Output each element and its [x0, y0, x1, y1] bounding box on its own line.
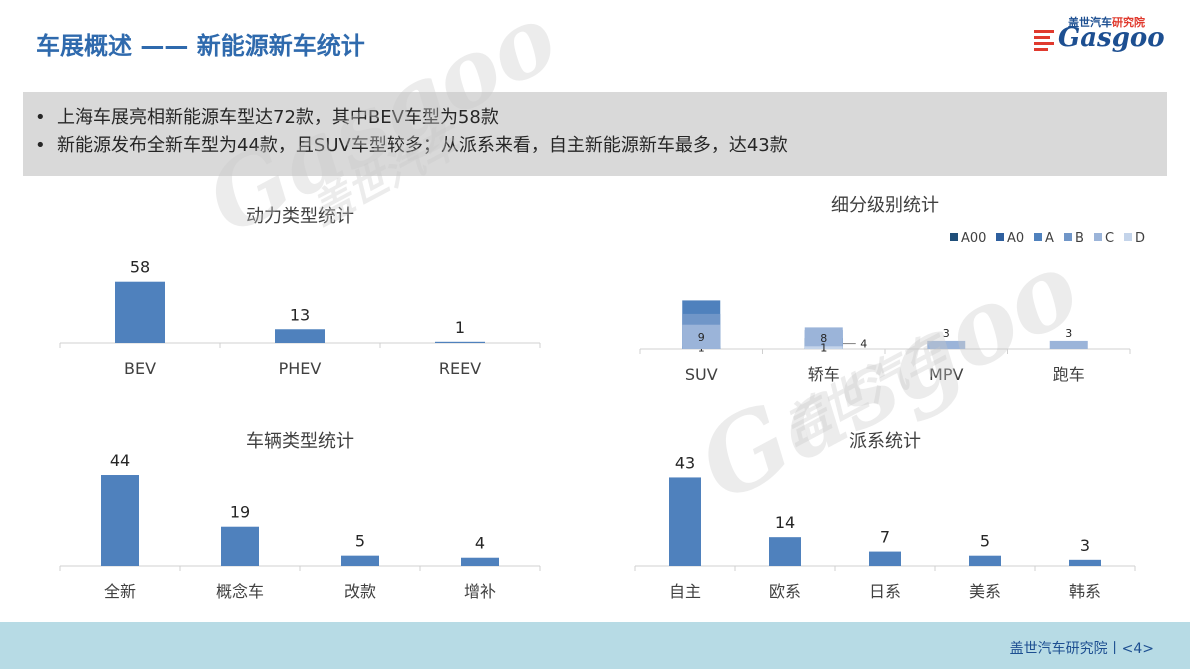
category-label: 美系: [969, 582, 1001, 601]
chart-title: 细分级别统计: [831, 195, 939, 216]
category-label: 自主: [669, 582, 701, 601]
segment-label: 4: [860, 338, 867, 351]
legend-label: A0: [1007, 231, 1024, 246]
bar: [969, 555, 1001, 566]
logo-stripes-icon: [1034, 28, 1056, 52]
bar: [435, 341, 485, 343]
chart-title: 车辆类型统计: [246, 431, 354, 452]
category-label: 改款: [344, 582, 376, 601]
stacked-bar-segment: [804, 327, 843, 349]
category-label: 跑车: [1053, 365, 1085, 384]
legend-swatch: [1034, 233, 1042, 241]
data-label: 14: [775, 513, 795, 532]
category-label: PHEV: [279, 359, 322, 378]
chart-title: 动力类型统计: [246, 206, 354, 227]
summary-list: 上海车展亮相新能源车型达72款，其中BEV车型为58款 新能源发布全新车型为44…: [23, 92, 1167, 160]
category-label: SUV: [685, 365, 718, 384]
stacked-bar-segment: [927, 340, 966, 349]
legend-swatch: [1124, 233, 1132, 241]
category-label: 概念车: [216, 582, 264, 601]
category-label: 欧系: [769, 582, 801, 601]
bar: [221, 526, 259, 566]
data-label: 19: [230, 503, 250, 522]
summary-item: 上海车展亮相新能源车型达72款，其中BEV车型为58款: [35, 104, 1167, 132]
logo-caption: 盖世汽车研究院: [1068, 16, 1145, 29]
legend-swatch: [1064, 233, 1072, 241]
legend-swatch: [950, 233, 958, 241]
data-label: 5: [980, 532, 990, 551]
bar: [769, 537, 801, 566]
segment-label: 1: [820, 342, 827, 355]
data-label: 3: [1080, 536, 1090, 555]
footer-bar: 盖世汽车研究院丨<4>: [0, 622, 1190, 669]
category-label: REEV: [439, 359, 481, 378]
category-label: MPV: [929, 365, 963, 384]
category-label: 韩系: [1069, 582, 1101, 601]
legend-swatch: [996, 233, 1004, 241]
chart-title: 派系统计: [849, 431, 921, 452]
legend-swatch: [1094, 233, 1102, 241]
category-label: 全新: [104, 582, 136, 601]
bar: [115, 281, 165, 343]
bar: [341, 555, 379, 566]
data-label: 44: [110, 451, 130, 470]
bar: [275, 329, 325, 343]
legend-label: B: [1075, 231, 1084, 246]
category-label: 轿车: [808, 365, 840, 384]
bar: [669, 477, 701, 566]
segment-label: 3: [1065, 327, 1072, 340]
data-label: 43: [675, 453, 695, 472]
chart-vehicle-type: 车辆类型统计 44 全新 19 概念车 5 改款 4 增补: [59, 431, 541, 601]
summary-item: 新能源发布全新车型为44款，且SUV车型较多；从派系来看，自主新能源新车最多，达…: [35, 132, 1167, 160]
page-title: 车展概述 —— 新能源新车统计: [36, 32, 365, 60]
gasgoo-logo: 盖世汽车研究院 Gasgoo: [1030, 12, 1165, 56]
data-label: 4: [475, 534, 485, 553]
category-label: 增补: [464, 582, 496, 601]
segment-label: 8: [820, 332, 827, 345]
chart-power-type: 动力类型统计 58 BEV 13 PHEV 1 REEV: [59, 206, 541, 378]
stacked-bar-segment: [682, 324, 721, 349]
category-label: 日系: [869, 582, 901, 601]
data-label: 1: [455, 318, 465, 337]
data-label: 5: [355, 532, 365, 551]
footer-text: 盖世汽车研究院丨<4>: [1009, 641, 1154, 657]
summary-box: 上海车展亮相新能源车型达72款，其中BEV车型为58款 新能源发布全新车型为44…: [23, 92, 1167, 176]
bar: [101, 475, 139, 566]
bar: [461, 557, 499, 566]
segment-label: 9: [698, 331, 705, 344]
legend-label: A: [1045, 231, 1054, 246]
data-label: 13: [290, 305, 310, 324]
bar: [1069, 559, 1101, 566]
segment-label: 3: [943, 327, 950, 340]
logo-wordmark: Gasgoo: [1058, 23, 1165, 53]
chart-segment-level: 细分级别统计A00A0ABCD118139SUV417481轿车3MPV3跑车: [639, 195, 1145, 384]
bar: [869, 551, 901, 566]
legend-label: D: [1135, 231, 1145, 246]
legend-label: A00: [961, 231, 986, 246]
stacked-bar-segment: [804, 346, 843, 349]
chart-faction: 派系统计 43 自主 14 欧系 7 日系 5 美系 3 韩系: [634, 431, 1136, 601]
category-label: BEV: [124, 359, 156, 378]
data-label: 7: [880, 528, 890, 547]
data-label: 58: [130, 258, 150, 277]
legend-label: C: [1105, 231, 1114, 246]
stacked-bar-segment: [1049, 340, 1088, 349]
